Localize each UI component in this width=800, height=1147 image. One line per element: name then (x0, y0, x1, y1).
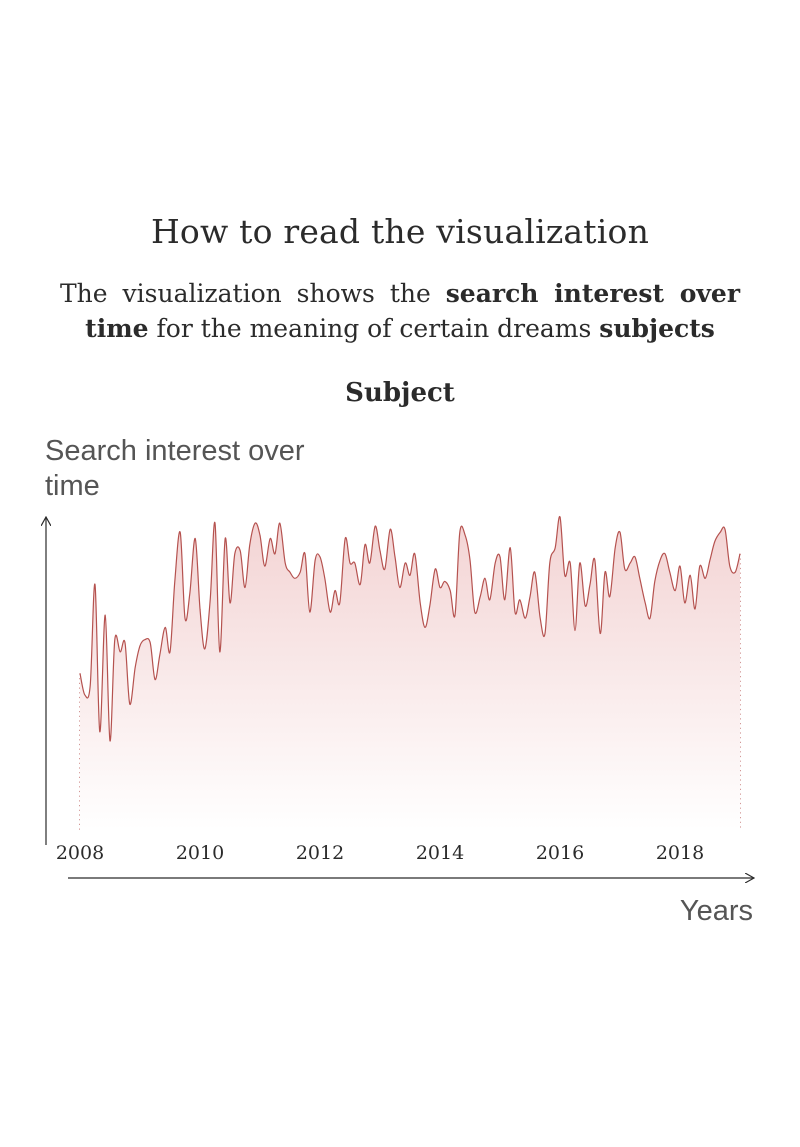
series-line (79, 516, 741, 742)
chart-title: Subject (345, 378, 455, 408)
x-tick-label-2012: 2012 (296, 842, 344, 864)
intro-emphasis-search-interest: search interest over time (85, 279, 740, 343)
x-axis-label: Years (679, 895, 753, 927)
x-tick-label-2008: 2008 (56, 842, 104, 864)
intro-text: The visualization shows the search inter… (60, 276, 740, 346)
x-tick-label-2014: 2014 (416, 842, 464, 864)
intro-part-2: for the meaning of certain dreams (148, 314, 600, 343)
y-axis-label: Search interest over time (45, 435, 305, 502)
x-tick-label-2010: 2010 (176, 842, 224, 864)
intro-part-1: The visualization shows the (60, 279, 446, 308)
area-fill (80, 516, 740, 830)
page-heading: How to read the visualization (150, 212, 650, 251)
intro-emphasis-subjects: subjects (599, 314, 715, 343)
x-tick-label-2016: 2016 (536, 842, 584, 864)
x-tick-label-2018: 2018 (656, 842, 704, 864)
